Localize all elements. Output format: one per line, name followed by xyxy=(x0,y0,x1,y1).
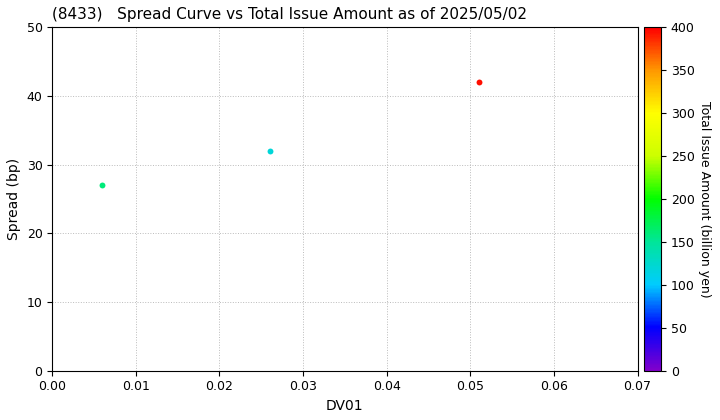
Point xyxy=(264,147,275,154)
Y-axis label: Spread (bp): Spread (bp) xyxy=(7,158,21,240)
Text: (8433)   Spread Curve vs Total Issue Amount as of 2025/05/02: (8433) Spread Curve vs Total Issue Amoun… xyxy=(53,7,527,22)
Y-axis label: Total Issue Amount (billion yen): Total Issue Amount (billion yen) xyxy=(698,101,711,297)
Point xyxy=(96,182,108,189)
X-axis label: DV01: DV01 xyxy=(326,399,364,413)
Point xyxy=(473,79,485,86)
